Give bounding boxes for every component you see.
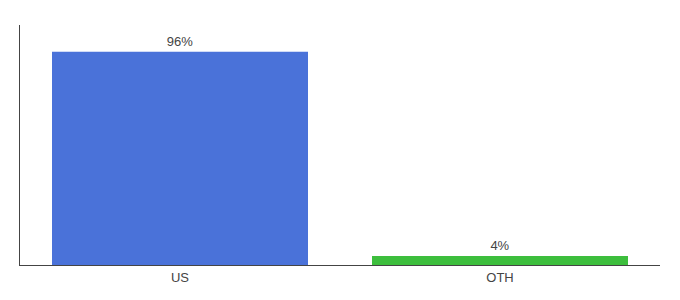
svg-text:96%: 96% — [167, 34, 193, 49]
svg-text:4%: 4% — [490, 238, 509, 253]
svg-text:US: US — [171, 270, 189, 285]
svg-text:OTH: OTH — [486, 270, 513, 285]
